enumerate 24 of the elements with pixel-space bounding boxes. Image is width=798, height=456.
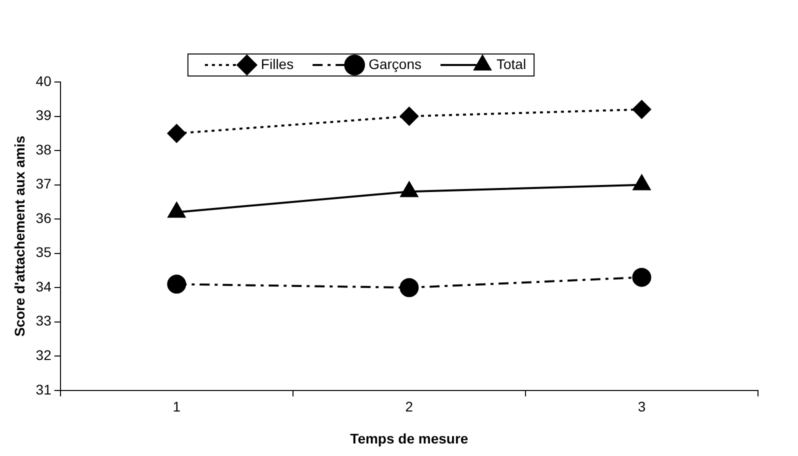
y-tick-label: 32 <box>36 346 52 363</box>
y-tick-label: 36 <box>36 210 52 226</box>
point <box>400 106 419 126</box>
x-tick-label: 1 <box>172 398 181 415</box>
y-tick-label: 35 <box>36 244 52 260</box>
point <box>167 274 186 294</box>
legend-label: Filles <box>260 56 294 72</box>
y-tick-label: 33 <box>36 312 52 329</box>
point <box>632 268 652 287</box>
legend-label: Total <box>496 56 526 72</box>
x-tick-label: 3 <box>638 398 646 415</box>
x-tick-label: 2 <box>405 398 414 415</box>
y-tick-label: 40 <box>36 72 52 89</box>
legend-label: Garçons <box>368 56 422 72</box>
y-tick-label: 39 <box>36 107 52 124</box>
y-tick-label: 37 <box>36 176 52 192</box>
y-tick-label: 31 <box>36 381 52 398</box>
y-axis-title: Score d'attachement aux amis <box>11 136 28 337</box>
y-tick-label: 34 <box>36 278 52 294</box>
x-axis-title: Temps de mesure <box>350 430 468 446</box>
point <box>632 100 652 119</box>
point <box>400 278 419 298</box>
y-tick-label: 38 <box>36 141 52 158</box>
point <box>167 124 186 143</box>
